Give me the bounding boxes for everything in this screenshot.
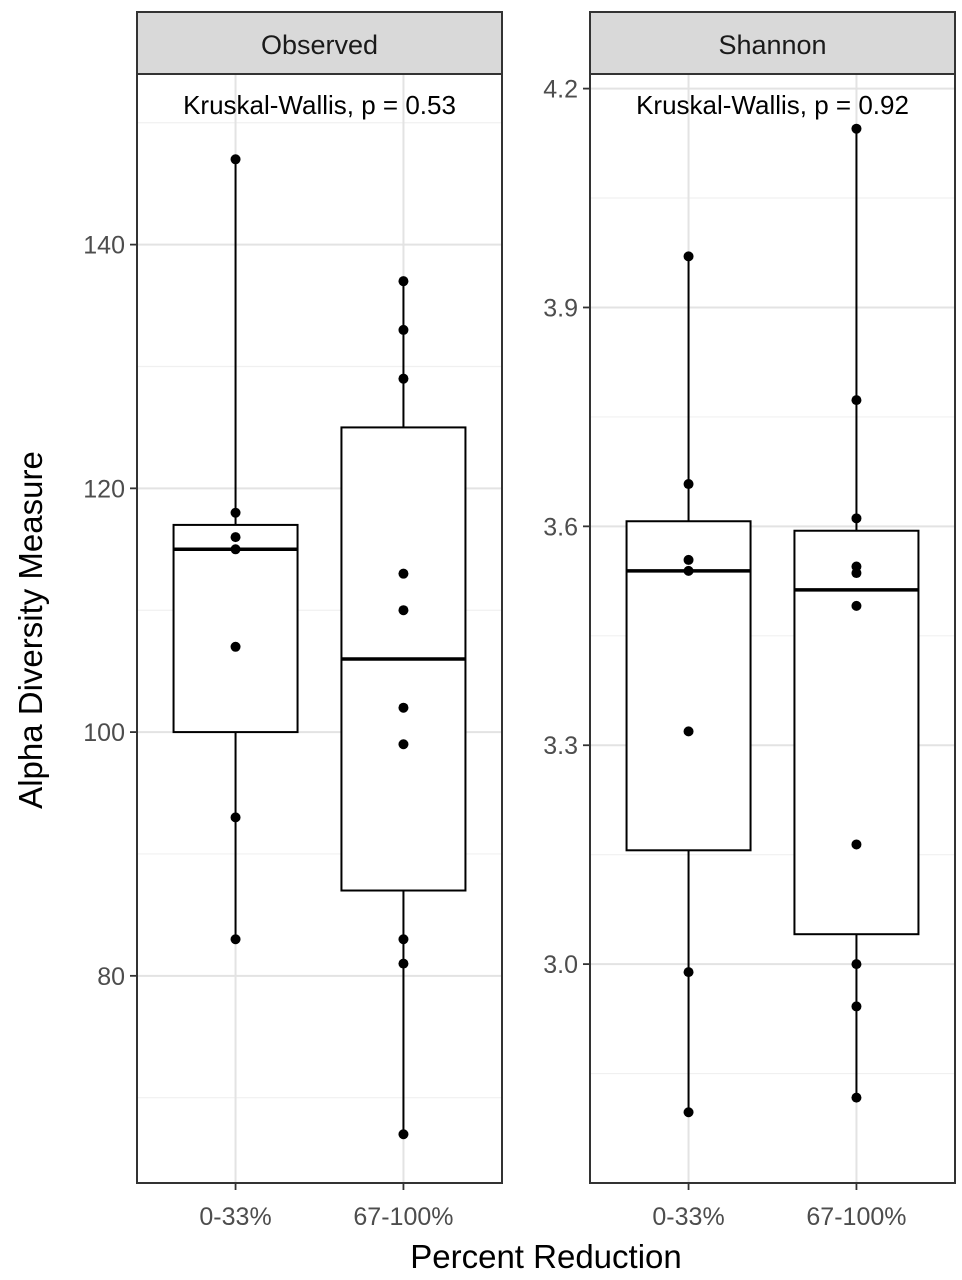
x-tick-label: 0-33% xyxy=(652,1203,724,1231)
data-point xyxy=(230,934,241,945)
data-point xyxy=(683,1107,694,1118)
y-tick-label: 80 xyxy=(97,963,125,991)
data-point xyxy=(683,565,694,576)
kruskal-wallis-annotation: Kruskal-Wallis, p = 0.53 xyxy=(183,90,456,120)
data-point xyxy=(398,958,409,969)
data-point xyxy=(683,967,694,978)
strip-label: Observed xyxy=(261,30,378,60)
data-point xyxy=(230,641,241,652)
x-axis-title: Percent Reduction xyxy=(410,1238,682,1275)
data-point xyxy=(398,702,409,713)
data-point xyxy=(230,544,241,555)
data-point xyxy=(851,395,862,406)
data-point xyxy=(398,568,409,579)
box-iqr xyxy=(625,520,752,852)
strip-background xyxy=(589,11,956,75)
data-point xyxy=(851,568,862,579)
data-point xyxy=(230,154,241,165)
strip-label: Shannon xyxy=(718,30,826,60)
box-0-33% xyxy=(172,154,299,945)
box-iqr xyxy=(172,523,299,734)
y-tick-label: 120 xyxy=(83,475,125,503)
data-point xyxy=(230,507,241,518)
box-67-100% xyxy=(340,276,467,1140)
data-point xyxy=(398,934,409,945)
panel-observed: 80 100 120 140 0-33% 67-100% Observed Kruskal-W… xyxy=(83,11,503,1231)
panels: 80 100 120 140 0-33% 67-100% Observed Kruskal-W… xyxy=(83,11,956,1231)
data-point xyxy=(851,600,862,611)
data-point xyxy=(398,1129,409,1140)
y-tick-label: 4.2 xyxy=(543,76,578,104)
data-point xyxy=(230,812,241,823)
data-point xyxy=(851,1092,862,1103)
y-tick-label: 3.6 xyxy=(543,513,578,541)
data-point xyxy=(851,959,862,970)
data-point xyxy=(851,513,862,524)
y-tick-label: 100 xyxy=(83,719,125,747)
y-tick-label: 140 xyxy=(83,232,125,260)
data-point xyxy=(398,605,409,616)
y-tick-label: 3.0 xyxy=(543,951,578,979)
data-point xyxy=(398,373,409,384)
data-point xyxy=(851,1001,862,1012)
y-tick-label: 3.3 xyxy=(543,732,578,760)
box-67-100% xyxy=(793,123,920,1103)
data-point xyxy=(851,839,862,850)
x-tick-label: 67-100% xyxy=(353,1203,453,1231)
x-tick-label: 67-100% xyxy=(806,1203,906,1231)
data-point xyxy=(851,123,862,134)
data-point xyxy=(683,554,694,565)
data-point xyxy=(398,739,409,750)
box-iqr xyxy=(793,529,920,936)
data-point xyxy=(398,324,409,335)
data-point xyxy=(683,251,694,262)
x-tick-label: 0-33% xyxy=(199,1203,271,1231)
box-0-33% xyxy=(625,251,752,1118)
data-point xyxy=(398,276,409,287)
kruskal-wallis-annotation: Kruskal-Wallis, p = 0.92 xyxy=(636,90,909,120)
strip-background xyxy=(136,11,503,75)
data-point xyxy=(683,726,694,737)
panel-shannon: 3.0 3.3 3.6 3.9 4.2 0-33% 67-100% Shannon Kruska… xyxy=(543,11,956,1231)
data-point xyxy=(230,532,241,543)
data-point xyxy=(683,479,694,490)
y-axis-title: Alpha Diversity Measure xyxy=(12,451,49,809)
y-tick-label: 3.9 xyxy=(543,294,578,322)
